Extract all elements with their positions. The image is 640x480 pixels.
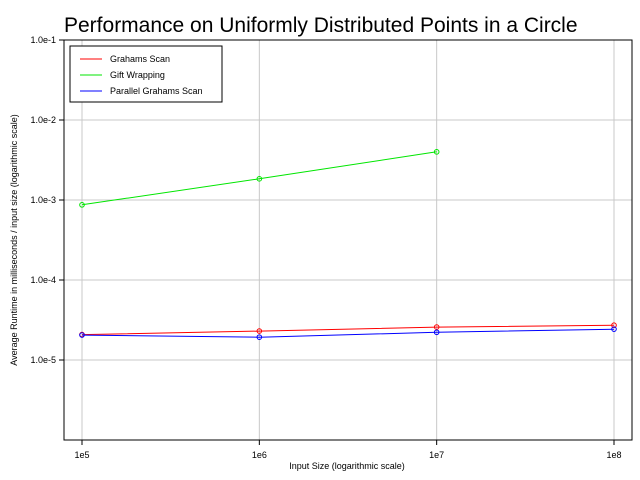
data-point-parallel-grahams-scan: [433, 329, 440, 336]
y-axis-label: Average Runtime in milliseconds / input …: [9, 114, 19, 365]
series-layer: [79, 149, 617, 340]
x-tick-label: 1e6: [252, 450, 267, 460]
x-tick-label: 1e7: [429, 450, 444, 460]
y-tick-label: 1.0e-1: [30, 35, 56, 45]
data-point-gift-wrapping: [433, 149, 440, 155]
plot-frame: [63, 39, 633, 441]
y-tick-label: 1.0e-4: [30, 275, 56, 285]
data-point-parallel-grahams-scan: [611, 326, 617, 332]
series-line-parallel-grahams-scan: [81, 328, 615, 338]
chart-title: Performance on Uniformly Distributed Poi…: [64, 14, 578, 37]
legend-label-gift-wrapping: Gift Wrapping: [110, 70, 165, 80]
legend-box: [69, 45, 223, 103]
ticks: 1e5 1e6 1e7 1e8 1.0e-1 1.0e-2 1.0e-3 1.0e-4 1.0e…: [30, 35, 621, 460]
data-point-gift-wrapping: [79, 202, 85, 208]
data-point-grahams-scan: [611, 322, 617, 329]
x-axis-label: Input Size (logarithmic scale): [289, 461, 405, 471]
legend: Grahams Scan Gift Wrapping Parallel Grah…: [69, 45, 223, 103]
x-tick-label: 1e8: [606, 450, 621, 460]
data-point-gift-wrapping: [256, 176, 263, 182]
legend-label-parallel-grahams-scan: Parallel Grahams Scan: [110, 86, 203, 96]
data-point-grahams-scan: [433, 324, 440, 330]
series-line-grahams-scan: [81, 324, 615, 336]
y-tick-label: 1.0e-3: [30, 195, 56, 205]
data-point-parallel-grahams-scan: [79, 332, 85, 338]
y-tick-label: 1.0e-2: [30, 115, 56, 125]
legend-label-grahams-scan: Grahams Scan: [110, 54, 170, 64]
series-line-gift-wrapping: [81, 151, 437, 206]
data-point-grahams-scan: [256, 328, 263, 334]
x-tick-label: 1e5: [74, 450, 89, 460]
data-point-parallel-grahams-scan: [256, 334, 263, 340]
y-tick-label: 1.0e-5: [30, 355, 56, 365]
